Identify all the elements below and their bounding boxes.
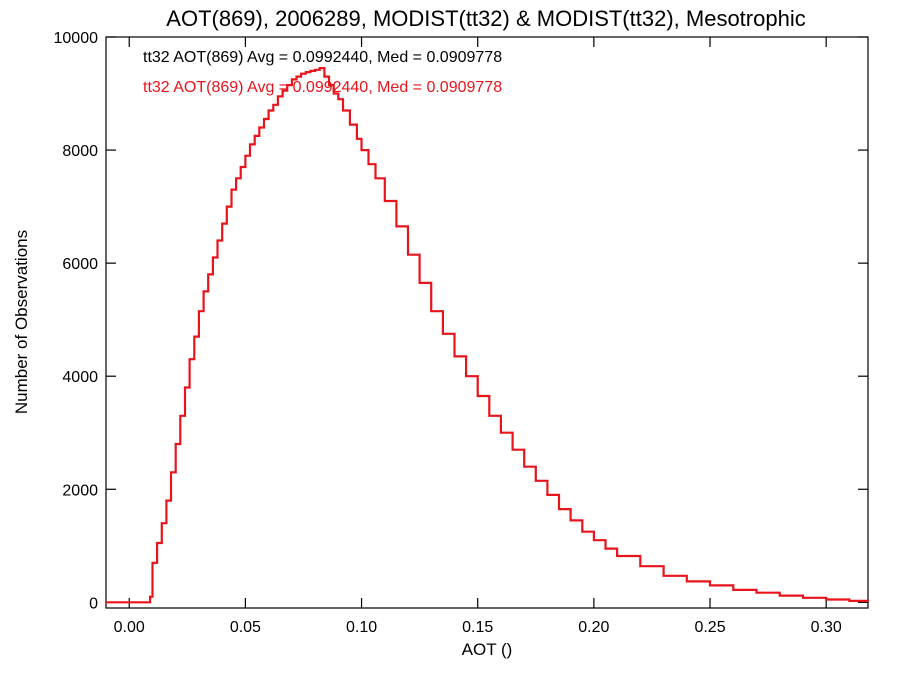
x-axis: 0.00 0.05 0.10 0.15 0.20 0.25 0.30: [114, 37, 842, 636]
y-tick-label: 8000: [62, 143, 98, 160]
x-tick-label: 0.10: [346, 619, 377, 636]
y-axis-label: Number of Observations: [12, 230, 31, 414]
x-axis-label: AOT (): [462, 640, 513, 659]
chart-title: AOT(869), 2006289, MODIST(tt32) & MODIST…: [166, 6, 805, 31]
y-tick-label: 4000: [62, 369, 98, 386]
x-tick-label: 0.00: [114, 619, 145, 636]
annotation-red: tt32 AOT(869) Avg = 0.0992440, Med = 0.0…: [143, 79, 502, 96]
y-tick-label: 6000: [62, 256, 98, 273]
annotation-black: tt32 AOT(869) Avg = 0.0992440, Med = 0.0…: [143, 49, 502, 66]
series-layer: [106, 67, 870, 604]
x-tick-label: 0.15: [462, 619, 493, 636]
x-tick-label: 0.30: [811, 619, 842, 636]
plot-frame: [105, 36, 869, 609]
series-line: [106, 67, 870, 604]
y-tick-label: 2000: [62, 482, 98, 499]
x-tick-label: 0.25: [694, 619, 725, 636]
y-axis: 0 2000 4000 6000 8000 10000: [54, 30, 868, 612]
x-tick-label: 0.05: [230, 619, 261, 636]
y-tick-label: 10000: [54, 30, 99, 47]
y-tick-label: 0: [89, 595, 98, 612]
x-tick-label: 0.20: [578, 619, 609, 636]
